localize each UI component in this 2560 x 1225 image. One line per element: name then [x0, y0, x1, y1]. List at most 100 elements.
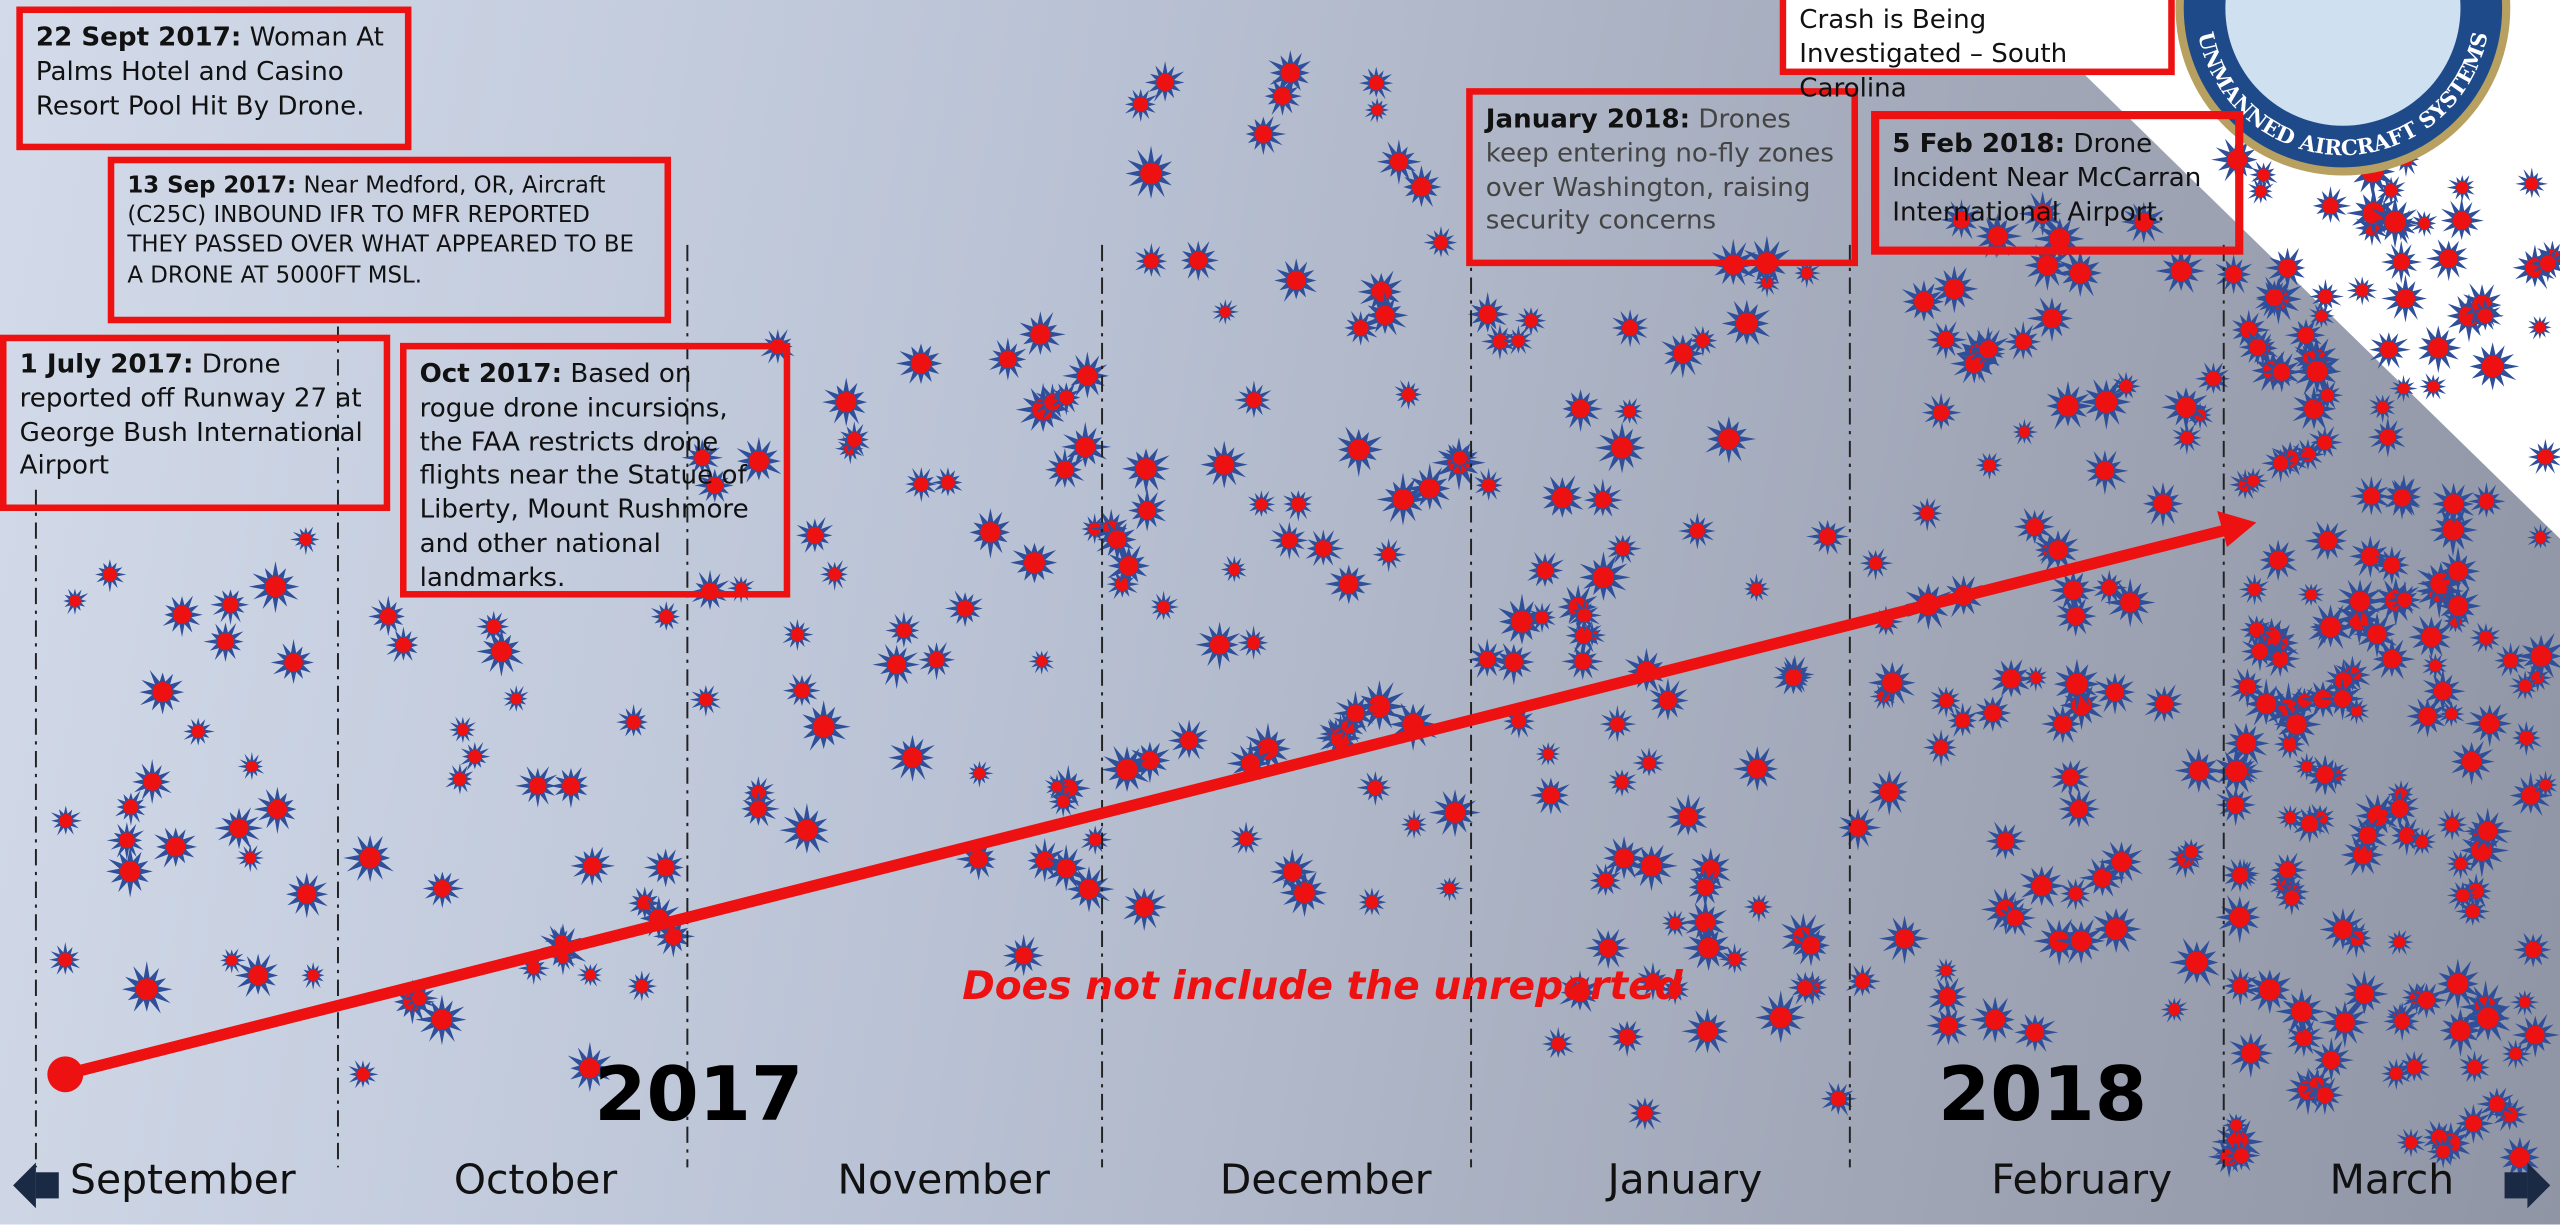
star-core	[2482, 356, 2504, 378]
left-arrow	[13, 1162, 36, 1208]
star-core	[1453, 451, 1467, 465]
star-core	[2249, 339, 2266, 356]
month-label: January	[1608, 1156, 1763, 1203]
star-core	[1015, 947, 1033, 965]
star-core	[2421, 627, 2441, 647]
star-core	[1030, 324, 1050, 344]
star-core	[246, 761, 257, 772]
star-core	[2322, 1051, 2340, 1069]
star-core	[1642, 756, 1655, 769]
star-core	[119, 832, 135, 848]
star-core	[583, 857, 601, 875]
star-core	[2405, 1136, 2418, 1149]
star-core	[1615, 776, 1628, 789]
star-core	[2037, 255, 2057, 275]
star-core	[1059, 390, 1074, 405]
star-core	[2477, 1007, 2499, 1029]
star-core	[1368, 780, 1383, 795]
star-core	[1939, 694, 1953, 708]
star-core	[1228, 564, 1240, 576]
star-core	[2257, 169, 2270, 182]
star-core	[1802, 936, 1820, 954]
star-core	[1369, 76, 1384, 91]
star-core	[2519, 680, 2532, 693]
star-core	[980, 522, 1000, 542]
star-core	[2394, 1014, 2410, 1030]
star-core	[2356, 284, 2369, 297]
star-core	[1247, 636, 1260, 649]
month-label: November	[838, 1156, 1050, 1203]
star-core	[2095, 391, 2117, 413]
star-core	[1750, 583, 1762, 595]
star-core	[2285, 812, 2297, 824]
star-core	[2320, 617, 2341, 638]
star-core	[1315, 540, 1332, 557]
star-core	[2510, 1148, 2530, 1168]
star-core	[2106, 683, 2124, 701]
star-core	[2450, 1020, 2470, 1040]
star-core	[453, 772, 466, 785]
star-core	[1524, 314, 1537, 327]
star-core	[1274, 87, 1292, 105]
star-core	[2067, 607, 2085, 625]
star-core	[2452, 211, 2470, 229]
star-core	[2007, 910, 2024, 927]
star-core	[2445, 818, 2459, 832]
star-core	[300, 533, 312, 545]
star-core	[491, 641, 511, 661]
star-core	[1157, 601, 1170, 614]
star-core	[307, 969, 319, 981]
star-core	[2456, 181, 2468, 193]
star-core	[244, 852, 256, 864]
star-core	[1348, 439, 1369, 460]
callout: 13 Sep 2017: Near Medford, OR, Aircraft …	[108, 157, 671, 324]
star-core	[2225, 266, 2242, 283]
star-core	[2398, 383, 2409, 394]
star-core	[2418, 992, 2435, 1009]
star-core	[1254, 125, 1272, 143]
star-core	[2064, 581, 2083, 600]
star-core	[2241, 1044, 2260, 1063]
star-core	[2317, 1087, 2333, 1103]
star-core	[2236, 733, 2256, 753]
star-core	[2447, 973, 2468, 994]
star-core	[1641, 855, 1662, 876]
star-core	[2240, 321, 2257, 338]
month-label: December	[1220, 1156, 1432, 1203]
star-core	[468, 750, 481, 763]
star-core	[2301, 815, 2318, 832]
callout-date: 1 July 2017:	[20, 348, 194, 379]
star-core	[2066, 673, 2088, 695]
star-core	[2363, 488, 2380, 505]
star-core	[223, 597, 239, 613]
star-core	[2317, 435, 2332, 450]
star-core	[2030, 672, 2042, 684]
star-core	[143, 773, 161, 791]
star-core	[2380, 429, 2396, 445]
star-core	[2391, 800, 2409, 818]
star-core	[2273, 364, 2290, 381]
star-core	[1283, 862, 1302, 881]
star-core	[1402, 388, 1415, 401]
star-core	[1144, 254, 1159, 269]
star-core	[1882, 673, 1902, 693]
star-core	[1979, 340, 1997, 358]
star-core	[1736, 313, 1758, 335]
star-core	[1753, 901, 1766, 914]
star-core	[59, 814, 73, 828]
star-core	[2407, 1060, 2422, 1075]
star-core	[1616, 541, 1630, 555]
star-core	[1140, 163, 1162, 185]
star-core	[796, 819, 817, 840]
star-core	[1089, 833, 1102, 846]
star-core	[1136, 458, 1157, 479]
star-core	[2230, 1119, 2242, 1131]
star-core	[2026, 1023, 2044, 1041]
star-core	[248, 966, 268, 986]
year-label: 2018	[1938, 1050, 2147, 1138]
star-core	[1339, 574, 1358, 593]
star-core	[2385, 184, 2398, 197]
star-core	[659, 610, 673, 624]
star-core	[941, 476, 955, 490]
star-core	[2252, 643, 2268, 659]
